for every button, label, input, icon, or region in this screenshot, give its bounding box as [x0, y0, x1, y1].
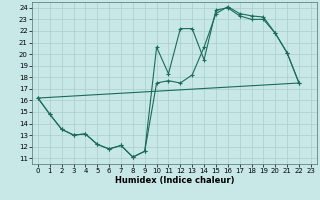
X-axis label: Humidex (Indice chaleur): Humidex (Indice chaleur)	[115, 176, 234, 185]
